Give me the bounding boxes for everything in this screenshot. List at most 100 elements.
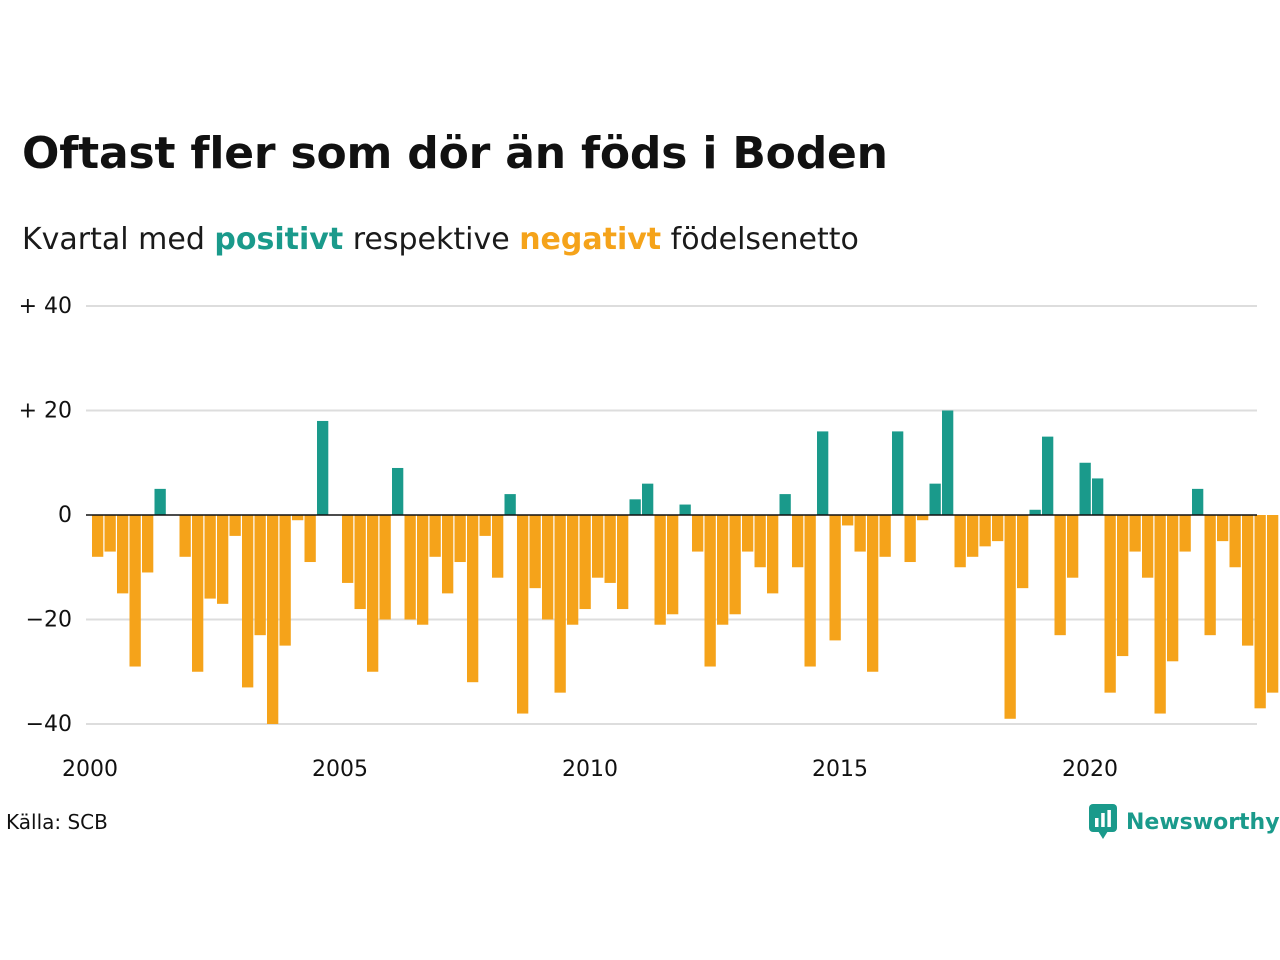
axes: + 40 + 20 0 −20 −40 2000 2005 2010 2015 2020 <box>19 294 1257 782</box>
bar-2012-k1: 2012 K1: -7 <box>692 515 704 552</box>
bar-2022-k1: 2022 K1: 5 <box>1192 488 1204 515</box>
bar-2011-k1: 2011 K1: 6 <box>642 483 654 515</box>
bar-2007-k1: 2007 K1: -15 <box>442 515 454 594</box>
bar-2010-k1: 2010 K1: -12 <box>592 515 604 578</box>
bar-2005-k2: 2005 K2: -18 <box>354 515 366 610</box>
bar-2019-k2: 2019 K2: -23 <box>1054 515 1066 636</box>
bar-2001-k1: 2001 K1: -11 <box>142 515 154 573</box>
bar-2014-k3: 2014 K3: 16 <box>817 431 829 515</box>
bar-2018-k2: 2018 K2: -39 <box>1004 515 1016 719</box>
bar-2000-k3: 2000 K3: -15 <box>117 515 129 594</box>
bar-2011-k2: 2011 K2: -21 <box>654 515 666 625</box>
bar-2010-k2: 2010 K2: -13 <box>604 515 616 583</box>
bar-2010-k3: 2010 K3: -18 <box>617 515 629 610</box>
bar-2003-k1: 2003 K1: -33 <box>242 515 254 688</box>
bar-2012-k4: 2012 K4: -19 <box>729 515 741 615</box>
bar-2000-k2: 2000 K2: -7 <box>104 515 116 552</box>
x-tick-label: 2020 <box>1062 757 1118 782</box>
bar-2018-k3: 2018 K3: -14 <box>1017 515 1029 589</box>
newsworthy-logo: Newsworthy <box>1088 803 1280 841</box>
source-note: Källa: SCB <box>6 810 108 834</box>
bar-chart: 2000 K1: -82000 K2: -72000 K3: -152000 K… <box>19 294 1279 782</box>
bar-2022-k2: 2022 K2: -23 <box>1204 515 1216 636</box>
bar-2023-k3: 2023 K3: -34 <box>1267 515 1279 693</box>
bar-2018-k4: 2018 K4: 1 <box>1029 509 1041 515</box>
bar-2003-k2: 2003 K2: -23 <box>254 515 266 636</box>
bar-2010-k4: 2010 K4: 3 <box>629 499 641 515</box>
bar-2016-k3: 2016 K3: -1 <box>917 515 929 521</box>
y-tick-label: + 40 <box>19 294 72 319</box>
bar-2017-k3: 2017 K3: -8 <box>967 515 979 557</box>
subtitle-middle: respektive <box>343 222 520 257</box>
bar-2013-k2: 2013 K2: -10 <box>754 515 766 568</box>
bar-2020-k1: 2020 K1: 7 <box>1092 478 1104 515</box>
bar-2022-k4: 2022 K4: -10 <box>1229 515 1241 568</box>
bar-2001-k4: 2001 K4: -8 <box>179 515 191 557</box>
y-tick-label: 0 <box>58 503 72 528</box>
subtitle-negative-word: negativt <box>519 222 662 257</box>
bar-2008-k2: 2008 K2: 4 <box>504 494 516 515</box>
bar-2015-k3: 2015 K3: -30 <box>867 515 879 672</box>
bar-2000-k1: 2000 K1: -8 <box>92 515 104 557</box>
bar-2002-k4: 2002 K4: -4 <box>229 515 241 536</box>
bar-2021-k3: 2021 K3: -28 <box>1167 515 1179 662</box>
bar-2009-k4: 2009 K4: -18 <box>579 515 591 610</box>
bar-2006-k1: 2006 K1: 9 <box>392 467 404 515</box>
bar-2001-k2: 2001 K2: 5 <box>154 488 166 515</box>
bar-2021-k1: 2021 K1: -12 <box>1142 515 1154 578</box>
bar-2012-k2: 2012 K2: -29 <box>704 515 716 667</box>
bar-2007-k3: 2007 K3: -32 <box>467 515 479 683</box>
bar-2003-k4: 2003 K4: -25 <box>279 515 291 646</box>
bar-2002-k2: 2002 K2: -16 <box>204 515 216 599</box>
bar-2016-k4: 2016 K4: 6 <box>929 483 941 515</box>
bar-2014-k1: 2014 K1: -10 <box>792 515 804 568</box>
y-tick-label: −40 <box>26 712 72 737</box>
bar-2018-k1: 2018 K1: -5 <box>992 515 1004 542</box>
chart-subtitle: Kvartal med positivt respektive negativt… <box>22 220 859 259</box>
bar-2013-k1: 2013 K1: -7 <box>742 515 754 552</box>
chart-title: Oftast fler som dör än föds i Boden <box>22 128 888 179</box>
x-tick-label: 2005 <box>312 757 368 782</box>
y-tick-label: + 20 <box>19 399 72 424</box>
bar-2017-k4: 2017 K4: -6 <box>979 515 991 547</box>
x-tick-label: 2010 <box>562 757 618 782</box>
bar-2006-k2: 2006 K2: -20 <box>404 515 416 620</box>
bar-2007-k4: 2007 K4: -4 <box>479 515 491 536</box>
subtitle-prefix: Kvartal med <box>22 222 215 257</box>
bar-2014-k2: 2014 K2: -29 <box>804 515 816 667</box>
subtitle-suffix: födelsenetto <box>661 222 859 257</box>
bar-2021-k4: 2021 K4: -7 <box>1179 515 1191 552</box>
bar-2017-k2: 2017 K2: -10 <box>954 515 966 568</box>
bar-2009-k3: 2009 K3: -21 <box>567 515 579 625</box>
bar-2007-k2: 2007 K2: -9 <box>454 515 466 563</box>
bar-2015-k1: 2015 K1: -2 <box>842 515 854 526</box>
bar-2011-k4: 2011 K4: 2 <box>679 504 691 515</box>
bar-2004-k2: 2004 K2: -9 <box>304 515 316 563</box>
bar-2013-k4: 2013 K4: 4 <box>779 494 791 515</box>
bar-2004-k3: 2004 K3: 18 <box>317 420 329 515</box>
bar-2017-k1: 2017 K1: 20 <box>942 410 954 515</box>
bar-2014-k4: 2014 K4: -24 <box>829 515 841 641</box>
x-tick-label: 2015 <box>812 757 868 782</box>
bar-2009-k2: 2009 K2: -34 <box>554 515 566 693</box>
bar-2000-k4: 2000 K4: -29 <box>129 515 141 667</box>
bar-2008-k1: 2008 K1: -12 <box>492 515 504 578</box>
bar-2015-k2: 2015 K2: -7 <box>854 515 866 552</box>
bar-2020-k4: 2020 K4: -7 <box>1129 515 1141 552</box>
bar-2023-k1: 2023 K1: -25 <box>1242 515 1254 646</box>
bar-2002-k3: 2002 K3: -17 <box>217 515 229 604</box>
bar-2013-k3: 2013 K3: -15 <box>767 515 779 594</box>
subtitle-positive-word: positivt <box>214 222 344 257</box>
bars: 2000 K1: -82000 K2: -72000 K3: -152000 K… <box>92 410 1279 724</box>
bar-2005-k3: 2005 K3: -30 <box>367 515 379 672</box>
newsworthy-logo-icon <box>1089 804 1117 839</box>
bar-2006-k4: 2006 K4: -8 <box>429 515 441 557</box>
y-tick-label: −20 <box>26 608 72 633</box>
bar-2006-k3: 2006 K3: -21 <box>417 515 429 625</box>
bar-2019-k4: 2019 K4: 10 <box>1079 462 1091 515</box>
bar-2005-k4: 2005 K4: -20 <box>379 515 391 620</box>
bar-2019-k1: 2019 K1: 15 <box>1042 436 1054 515</box>
bar-2004-k1: 2004 K1: -1 <box>292 515 304 521</box>
bar-2023-k2: 2023 K2: -37 <box>1254 515 1266 709</box>
bar-2019-k3: 2019 K3: -12 <box>1067 515 1079 578</box>
